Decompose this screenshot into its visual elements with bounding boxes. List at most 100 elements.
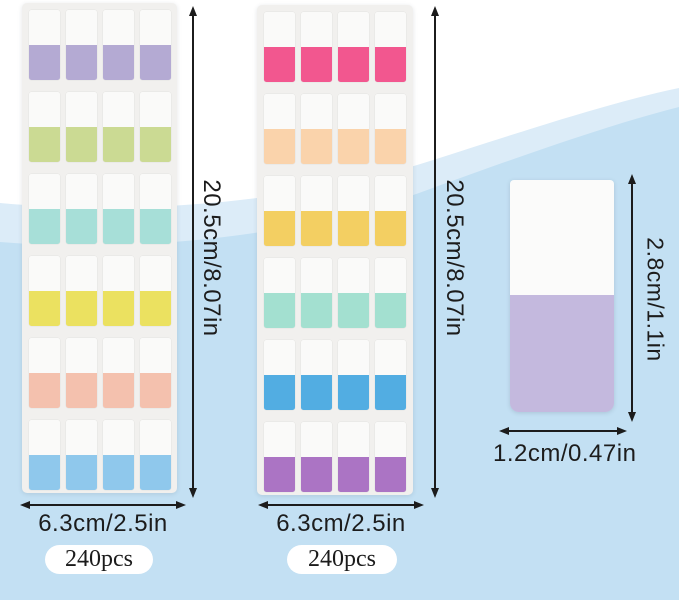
tab-colored-part [102,45,134,80]
index-tab [264,258,295,328]
index-tab [65,420,97,490]
tab-row [257,422,413,492]
tab-colored-part [65,373,97,408]
tab-colored-part [28,373,60,408]
index-tab [28,256,60,326]
tab-colored-part [338,375,369,410]
index-tab [338,422,369,492]
tab-row [22,10,177,80]
index-tab [102,174,134,244]
tab-colored-part [65,209,97,244]
arrowhead-up-icon [189,6,197,16]
tab-colored-part [65,291,97,326]
index-tab [375,340,406,410]
index-tab [375,176,406,246]
tab-white-part [28,256,60,291]
tab-white-part [28,92,60,127]
tab-white-part [301,94,332,129]
tab-colored-part [301,129,332,164]
tab-colored-part [28,455,60,490]
tab-white-part [65,338,97,373]
tab-white-part [264,422,295,457]
tab-colored-part [139,209,171,244]
tab-colored-part [139,373,171,408]
tab-colored-part [338,47,369,82]
index-tab [102,10,134,80]
tab-colored-part [301,47,332,82]
tab-colored-part [375,47,406,82]
index-tab [102,256,134,326]
tab-colored-part [139,45,171,80]
tab-white-part [338,94,369,129]
index-tab [264,94,295,164]
count-label: 240pcs [65,546,133,572]
width-label-single-tab: 1.2cm/0.47in [493,440,637,467]
tab-row [22,420,177,490]
index-tab [139,420,171,490]
tab-white-part [338,258,369,293]
tab-white-part [338,12,369,47]
index-tab [264,12,295,82]
index-tab [139,10,171,80]
tab-colored-part [338,457,369,492]
height-label-sheet-2: 20.5cm/8.07in [441,179,468,337]
tab-colored-part [375,375,406,410]
tab-white-part [264,94,295,129]
index-tab [102,92,134,162]
arrowhead-up-icon [431,6,439,16]
tab-white-part [28,10,60,45]
tab-colored-part [375,211,406,246]
arrowhead-right-icon [617,427,627,435]
tab-colored-part [102,209,134,244]
tab-colored-part [338,129,369,164]
width-label-sheet-1: 6.3cm/2.5in [38,510,168,537]
index-tab [65,10,97,80]
tab-white-part [102,420,134,455]
height-arrow-sheet-2 [430,6,440,498]
tab-row [22,92,177,162]
height-arrow-single-tab [627,174,637,422]
tab-colored-part [264,375,295,410]
tab-colored-part [301,211,332,246]
tab-row [257,94,413,164]
tab-white-part [338,422,369,457]
index-tab [65,256,97,326]
index-tab [301,176,332,246]
arrowhead-left-icon [499,427,509,435]
tab-colored-part [65,455,97,490]
tab-white-part [301,422,332,457]
index-tab [65,92,97,162]
tab-row [257,12,413,82]
single-tab [510,180,614,412]
index-tab [65,338,97,408]
index-tab [338,176,369,246]
index-tab [139,338,171,408]
tab-white-part [139,10,171,45]
tab-white-part [338,176,369,211]
arrowhead-right-icon [176,501,186,509]
arrow-line [509,430,617,432]
count-badge-sheet-1: 240pcs [45,545,153,574]
tab-row [22,338,177,408]
tab-colored-part [139,455,171,490]
index-tab [338,340,369,410]
arrowhead-down-icon [431,488,439,498]
count-badge-sheet-2: 240pcs [287,545,397,574]
index-tab [139,92,171,162]
arrowhead-left-icon [258,501,268,509]
index-tab [301,12,332,82]
count-label: 240pcs [308,546,376,572]
width-arrow-sheet-1 [20,500,186,510]
tab-white-part [28,174,60,209]
tab-white-part [375,94,406,129]
width-arrow-sheet-2 [258,500,424,510]
tab-colored-part [301,293,332,328]
tab-colored-part [301,375,332,410]
arrow-line [434,16,436,488]
tab-white-part [65,10,97,45]
index-tab [264,340,295,410]
single-tab-white-part [510,180,614,295]
tab-white-part [264,12,295,47]
tab-white-part [301,258,332,293]
width-label-sheet-2: 6.3cm/2.5in [276,510,406,537]
